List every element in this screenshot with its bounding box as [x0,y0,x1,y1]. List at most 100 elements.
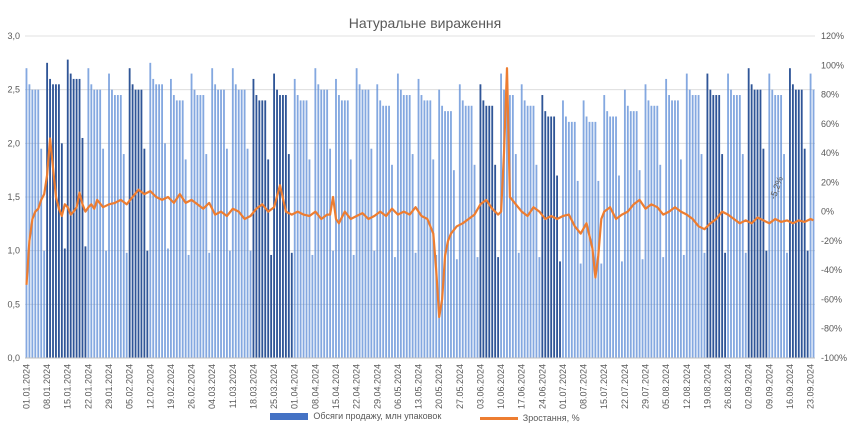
bar [28,84,31,359]
bar [158,84,161,359]
bar [738,95,741,358]
bar [762,148,765,358]
bar [715,95,718,358]
bar [152,78,155,359]
bar [137,89,140,359]
bar [361,89,364,359]
bar [562,100,564,359]
bar [426,100,429,359]
bar [774,95,777,358]
x-tick-label: 24.06.2024 [537,364,547,409]
bar [96,89,99,359]
right-tick-label: -80% [821,324,842,334]
bar [346,100,349,359]
bar [765,250,768,358]
x-tick-label: 22.04.2024 [352,364,362,409]
bar [258,100,261,359]
bar [226,148,228,358]
x-tick-label: 08.04.2024 [310,364,320,409]
left-tick-label: 1,5 [7,192,20,202]
bar [323,89,326,359]
bar [591,121,594,359]
bar [797,89,800,359]
bar [520,84,523,359]
bar [432,159,435,358]
bar [488,105,491,359]
bar [249,250,252,358]
bar [479,84,482,359]
bar [75,78,78,359]
x-tick-label: 15.04.2024 [331,364,341,409]
bar [367,89,370,359]
bar [332,250,334,358]
bar [559,261,561,358]
x-tick-label: 18.03.2024 [248,364,258,409]
bar [287,154,290,358]
bar [679,159,682,358]
bar [57,84,60,359]
bar [570,121,573,359]
bar [223,89,225,359]
growth-line [25,67,814,319]
bar [565,116,567,358]
bar [718,95,721,358]
x-tick-label: 10.06.2024 [496,364,506,409]
bar [261,100,264,359]
bar [461,100,464,359]
left-axis: 0,0 0,5 1,0 1,5 2,0 2,5 3,0 [7,31,20,363]
bar [441,105,444,359]
bar [364,89,367,359]
bar [691,95,694,358]
bar [140,89,143,359]
bar [60,143,63,358]
bar [532,105,535,359]
bar [170,78,172,359]
right-tick-label: -40% [821,265,842,275]
bar [476,257,479,358]
right-axis: -100% -80% -60% -40% -20% 0% 20% 40% 60% 80% 100% 1… [821,31,847,363]
bar [408,95,411,358]
bar [783,154,785,358]
x-tick-label: 01.01.2024 [21,364,31,409]
bar [90,84,93,359]
bar [653,105,656,359]
x-tick-label: 08.01.2024 [42,364,52,409]
bar [618,175,620,358]
bar [370,148,373,358]
bar [423,100,426,359]
bar [161,84,163,359]
bar [302,100,305,359]
bar [63,248,66,358]
bar [688,89,691,359]
bar [196,95,199,358]
bar [382,105,385,359]
left-tick-label: 1,0 [7,246,20,256]
bar [199,95,202,358]
bar [175,100,178,359]
right-tick-label: -60% [821,294,842,304]
bar [724,252,727,358]
bar [402,95,405,358]
bar [329,148,332,358]
bar [517,252,520,358]
bar [282,95,284,358]
bar [491,105,494,359]
x-tick-label: 15.07.2024 [599,364,609,409]
bar [111,89,113,359]
bar-series [25,59,815,359]
x-tick-label: 06.05.2024 [393,364,403,409]
bar [84,246,87,358]
bar [467,105,470,359]
bar [756,89,759,359]
line-series [25,67,814,319]
bar [40,148,43,358]
bar [128,68,131,358]
bar [768,73,771,358]
x-tick-label: 01.07.2024 [558,364,568,409]
bar [553,116,556,358]
x-tick-label: 22.07.2024 [620,364,630,409]
bar [632,111,635,358]
bar [503,89,505,359]
bar [155,84,158,359]
